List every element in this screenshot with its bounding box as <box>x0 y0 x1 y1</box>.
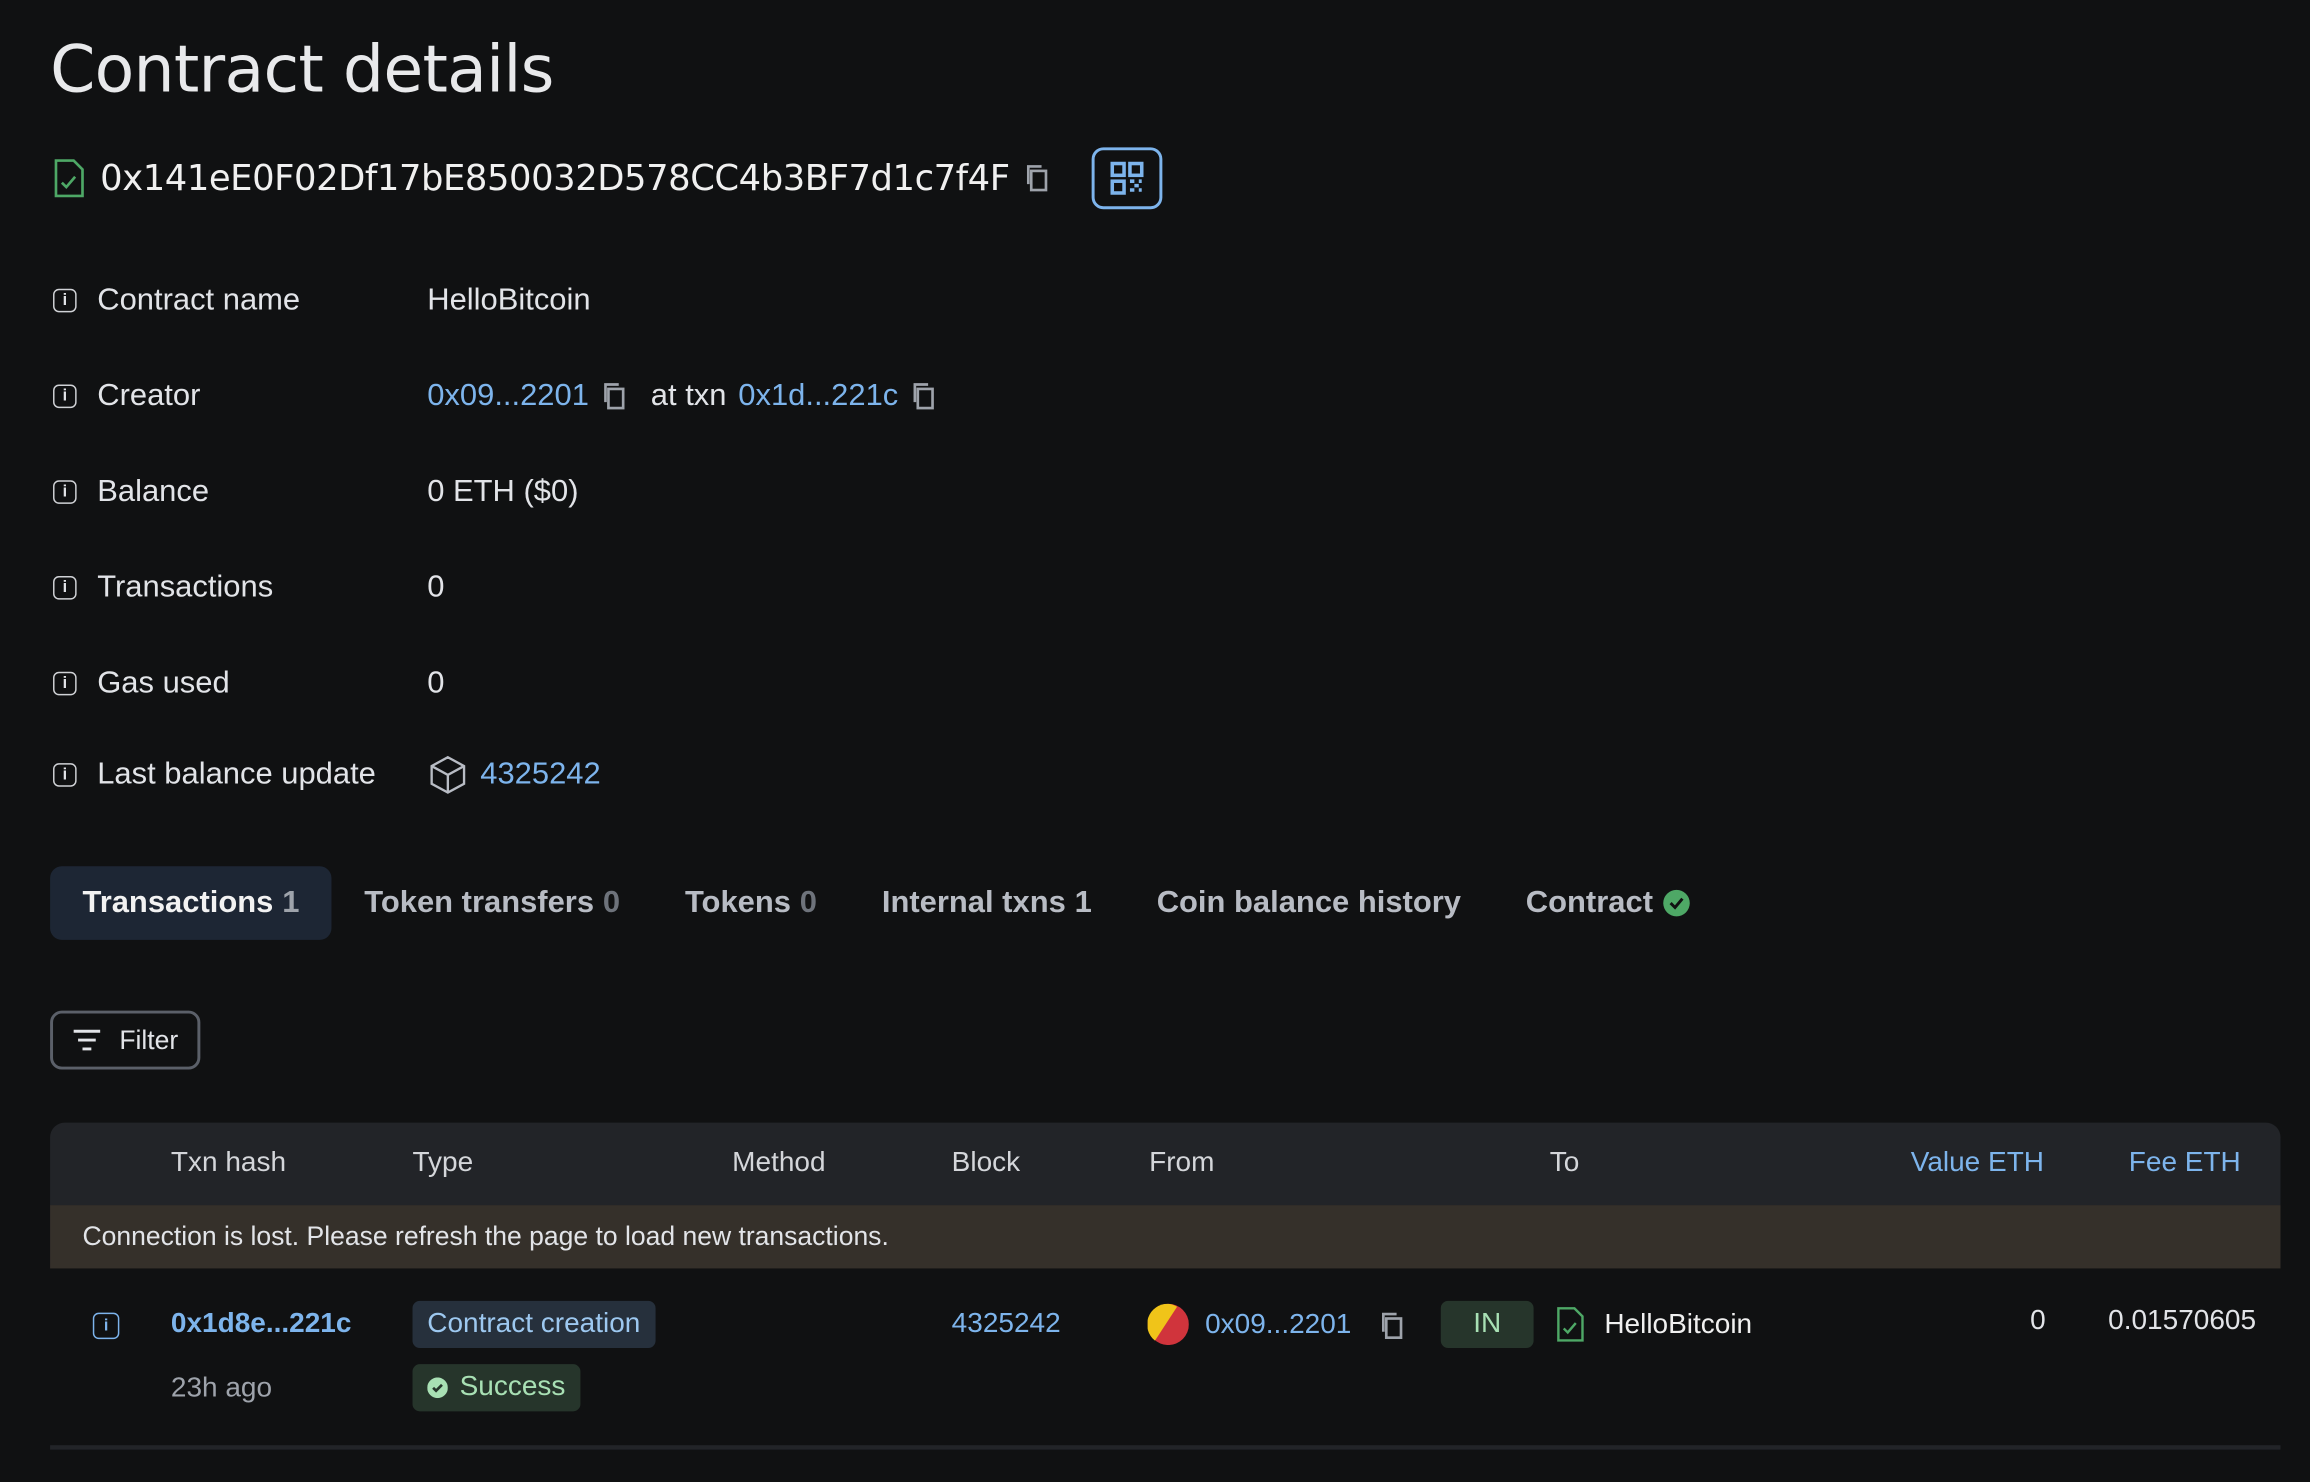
detail-creator: i Creator 0x09...2201 at txn 0x1d...221c <box>53 379 937 414</box>
info-icon[interactable]: i <box>53 763 77 787</box>
at-txn-label: at txn <box>650 378 727 413</box>
header-type: Type <box>412 1147 474 1179</box>
success-check-icon <box>427 1377 448 1399</box>
tab-label: Token transfers <box>364 885 595 920</box>
block-link[interactable]: 4325242 <box>951 1308 1061 1340</box>
tab-label: Internal txns <box>881 885 1066 920</box>
tab-label: Coin balance history <box>1156 885 1461 920</box>
copy-icon[interactable] <box>1024 164 1051 193</box>
info-icon[interactable]: i <box>53 384 77 409</box>
header-method: Method <box>732 1147 826 1179</box>
tab-label: Tokens <box>684 885 791 920</box>
status-label: Success <box>459 1371 566 1403</box>
gas-used-value: 0 <box>427 665 445 700</box>
txn-age: 23h ago <box>170 1373 273 1404</box>
tab-coin-balance-history[interactable]: Coin balance history <box>1124 866 1493 940</box>
detail-gas-used: i Gas used 0 <box>53 666 444 701</box>
info-icon[interactable]: i <box>53 576 77 600</box>
label: Last balance update <box>97 757 376 792</box>
balance-value: 0 ETH ($0) <box>427 474 579 509</box>
header-to: To <box>1549 1147 1580 1179</box>
tabs: Transactions 1 Token transfers 0 Tokens 0 I… <box>50 866 1724 940</box>
filter-button[interactable]: Filter <box>50 1010 201 1070</box>
detail-transactions: i Transactions 0 <box>53 570 444 605</box>
creator-address-link[interactable]: 0x09...2201 <box>427 378 589 413</box>
header-value-eth[interactable]: Value ETH <box>1910 1147 2045 1179</box>
tab-count: 0 <box>602 885 621 920</box>
header-txn-hash: Txn hash <box>170 1147 287 1179</box>
direction-badge: IN <box>1440 1300 1534 1348</box>
status-badge: Success <box>412 1364 581 1412</box>
contract-address: 0x141eE0F02Df17bE850032D578CC4b3BF7d1c7f… <box>53 147 1163 210</box>
filter-icon <box>73 1029 101 1051</box>
contract-file-icon <box>1557 1307 1584 1342</box>
filter-label: Filter <box>119 1024 179 1055</box>
to-contract-link[interactable]: HelloBitcoin <box>1604 1309 1753 1341</box>
label: Contract name <box>97 282 301 317</box>
tab-internal-txns[interactable]: Internal txns 1 <box>849 866 1124 940</box>
label: Creator <box>97 378 201 413</box>
from-address-link[interactable]: 0x09...2201 <box>1205 1309 1352 1341</box>
tab-count: 1 <box>1074 885 1092 920</box>
copy-icon[interactable] <box>601 382 628 411</box>
address-hash: 0x141eE0F02Df17bE850032D578CC4b3BF7d1c7f… <box>100 157 1010 199</box>
page-title: Contract details <box>50 32 554 108</box>
table-header: Txn hash Type Method Block From To Value… <box>50 1122 2281 1206</box>
tab-count: 0 <box>799 885 818 920</box>
table-row: i 0x1d8e...221c 23h ago Contract creatio… <box>50 1268 2281 1450</box>
address-avatar-icon <box>1147 1303 1189 1346</box>
label: Gas used <box>97 665 230 700</box>
tab-label: Transactions <box>82 885 274 920</box>
detail-contract-name: i Contract name HelloBitcoin <box>53 283 591 318</box>
header-block: Block <box>951 1147 1021 1179</box>
tab-token-transfers[interactable]: Token transfers 0 <box>332 866 653 940</box>
header-fee-eth[interactable]: Fee ETH <box>2128 1147 2241 1179</box>
tab-tokens[interactable]: Tokens 0 <box>653 866 850 940</box>
header-from: From <box>1149 1147 1215 1179</box>
detail-balance: i Balance 0 ETH ($0) <box>53 474 579 509</box>
info-icon[interactable]: i <box>53 671 77 696</box>
qr-code-icon <box>1110 161 1144 195</box>
contract-file-icon <box>54 159 84 198</box>
qr-code-button[interactable] <box>1092 147 1163 210</box>
tab-transactions[interactable]: Transactions 1 <box>50 866 332 940</box>
tab-label: Contract <box>1525 885 1653 920</box>
txn-hash-link[interactable]: 0x1d8e...221c <box>170 1308 352 1340</box>
tab-count: 1 <box>282 885 300 920</box>
transactions-table: Txn hash Type Method Block From To Value… <box>50 1122 2281 1450</box>
label: Balance <box>97 474 210 509</box>
connection-lost-notice: Connection is lost. Please refresh the p… <box>50 1205 2281 1269</box>
copy-icon[interactable] <box>910 382 937 411</box>
fee-eth: 0.01570605 <box>2108 1305 2257 1337</box>
detail-last-balance-update: i Last balance update 4325242 <box>53 754 601 795</box>
copy-icon[interactable] <box>1379 1311 1406 1340</box>
block-cube-icon <box>430 755 466 794</box>
info-icon[interactable]: i <box>53 480 77 504</box>
value-eth: 0 <box>2030 1305 2046 1337</box>
label: Transactions <box>97 570 274 605</box>
transactions-value: 0 <box>427 570 445 605</box>
block-link[interactable]: 4325242 <box>480 757 601 792</box>
contract-name-value: HelloBitcoin <box>427 282 591 317</box>
creator-txn-link[interactable]: 0x1d...221c <box>738 378 899 413</box>
info-icon[interactable]: i <box>53 288 77 313</box>
type-badge: Contract creation <box>412 1300 656 1348</box>
info-icon[interactable]: i <box>92 1312 120 1340</box>
verified-check-icon <box>1663 889 1690 917</box>
tab-contract[interactable]: Contract <box>1493 866 1723 940</box>
